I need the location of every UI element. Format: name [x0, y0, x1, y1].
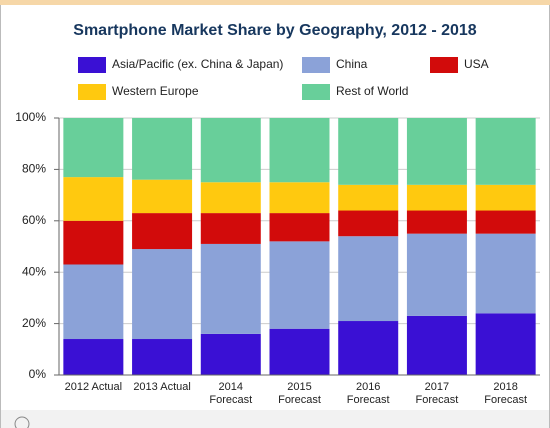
bar-segment [200, 118, 261, 183]
bar-segment [200, 243, 261, 334]
bar-segment [200, 182, 261, 214]
bar-segment [475, 118, 536, 185]
bar-segment [63, 220, 124, 265]
bar-segment [338, 210, 399, 237]
y-tick-label: 100% [15, 110, 46, 124]
bar-segment [132, 179, 193, 214]
bar-segment [132, 249, 193, 340]
bar-segment [132, 339, 193, 375]
bar-segment [406, 118, 467, 185]
y-tick-label: 0% [29, 367, 47, 381]
bar-segment [338, 321, 399, 375]
y-tick-label: 80% [22, 162, 46, 176]
bar-segment [338, 236, 399, 322]
bar-segment [269, 213, 330, 242]
x-tick-label: 2018 Forecast [484, 381, 528, 406]
x-tick-label: 2017 Forecast [415, 381, 459, 406]
bar-segment [475, 210, 536, 234]
y-tick-label: 40% [22, 264, 46, 278]
bar-segment [338, 184, 399, 211]
legend-label: Western Europe [112, 84, 199, 98]
y-tick-label: 60% [22, 213, 46, 227]
x-tick-label: 2015 Forecast [278, 381, 321, 406]
bar-segment [475, 184, 536, 211]
bar-segment [269, 241, 330, 329]
bar-segment [406, 210, 467, 234]
x-tick-label: 2013 Actual [133, 381, 191, 393]
legend-label: Rest of World [336, 84, 408, 98]
bar-segment [63, 177, 124, 221]
legend-swatch [302, 57, 330, 73]
bar-segment [200, 333, 261, 375]
bar-segment [475, 313, 536, 375]
bar-segment [200, 213, 261, 244]
bar-segment [63, 339, 124, 375]
bar-segment [132, 118, 193, 180]
y-tick-label: 20% [22, 316, 46, 330]
bar-segment [63, 264, 124, 340]
legend-label: Asia/Pacific (ex. China & Japan) [112, 57, 283, 71]
bar-segment [269, 328, 330, 375]
legend-swatch [78, 57, 106, 73]
bar-segment [475, 233, 536, 314]
x-tick-label: 2014 Forecast [209, 381, 253, 406]
bar-segment [63, 118, 124, 178]
legend-swatch [430, 57, 458, 73]
bar-segment [406, 184, 467, 211]
legend-swatch [78, 84, 106, 100]
bottom-strip [1, 410, 549, 428]
bar-segment [406, 315, 467, 375]
bar-segment [132, 213, 193, 250]
legend-label: China [336, 57, 368, 71]
legend-swatch [302, 84, 330, 100]
bar-segment [338, 118, 399, 185]
top-strip [0, 0, 550, 5]
icon [14, 416, 30, 428]
legend-label: USA [464, 57, 489, 71]
bar-segment [406, 233, 467, 316]
chart-title: Smartphone Market Share by Geography, 20… [73, 22, 477, 39]
bar-segment [269, 182, 330, 214]
x-tick-label: 2012 Actual [64, 381, 123, 393]
x-tick-label: 2016 Forecast [346, 381, 390, 406]
bar-segment [269, 118, 330, 183]
